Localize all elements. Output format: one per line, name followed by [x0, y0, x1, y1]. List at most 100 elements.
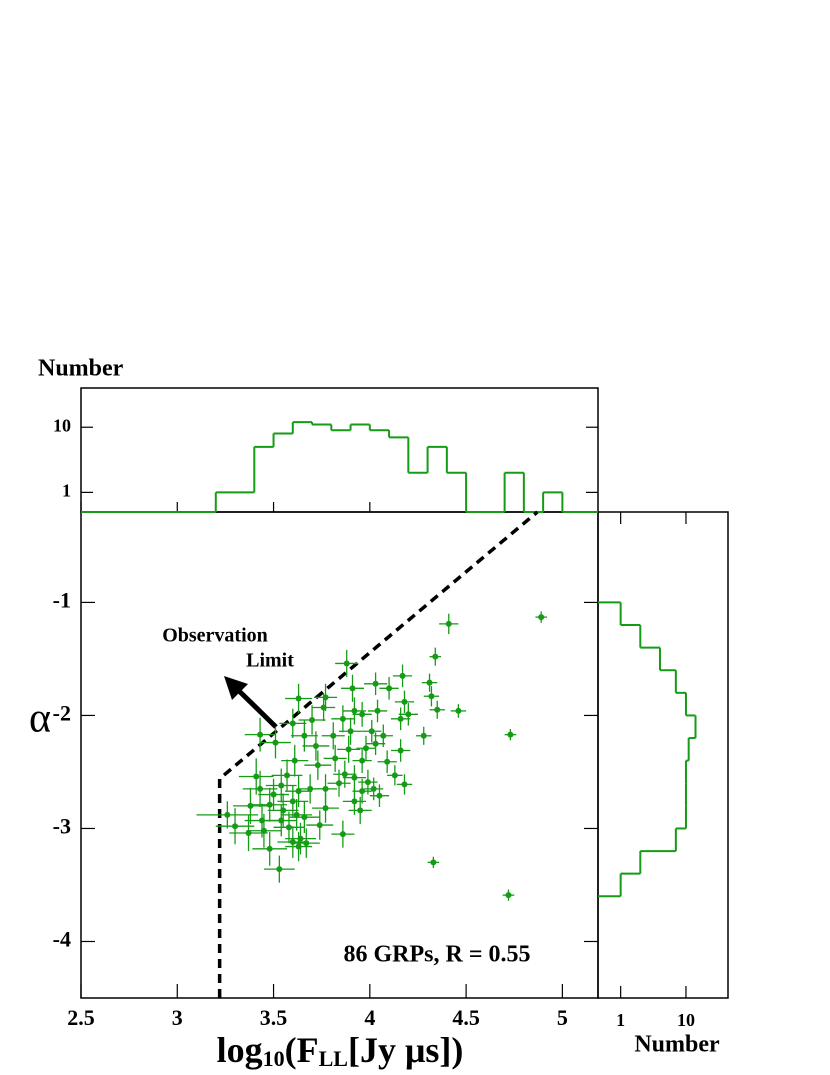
scatter-frame: [80, 511, 599, 999]
point: [314, 762, 321, 769]
top-histogram-ylabel: Number: [38, 356, 124, 382]
point: [345, 746, 352, 753]
point: [391, 772, 398, 779]
point: [351, 798, 358, 805]
x-tick-label: 3.5: [260, 1005, 288, 1030]
point: [351, 774, 358, 781]
y-axis-title: α: [29, 696, 51, 742]
point: [307, 785, 314, 792]
point: [245, 829, 252, 836]
point: [399, 672, 406, 679]
point: [291, 757, 298, 764]
point: [507, 731, 514, 738]
point: [332, 755, 339, 762]
point: [330, 732, 337, 739]
point: [445, 620, 452, 627]
point: [347, 728, 354, 735]
point: [224, 811, 231, 818]
point: [278, 817, 285, 824]
point: [359, 711, 366, 718]
point: [349, 685, 356, 692]
point: [401, 781, 408, 788]
x-axis-title: log10(FLL[Jy μs]): [217, 1030, 464, 1071]
point: [295, 788, 302, 795]
point: [289, 798, 296, 805]
point: [301, 814, 308, 821]
x-tick-label: 10: [677, 1010, 695, 1030]
point: [339, 831, 346, 838]
x-tick-label: 4.5: [452, 1005, 480, 1030]
annotation: Observation: [162, 625, 268, 647]
observation-limit: [217, 510, 539, 998]
x-title-part: log: [217, 1030, 263, 1070]
point: [253, 773, 260, 780]
point: [374, 707, 381, 714]
point: [257, 731, 264, 738]
point: [538, 614, 545, 621]
point: [434, 706, 441, 713]
y-tick-label: -2: [53, 700, 71, 725]
point: [247, 802, 254, 809]
right-histogram-frame: [597, 511, 729, 999]
x-title-part: [Jy μs]): [348, 1030, 463, 1070]
point: [505, 892, 512, 899]
point: [362, 745, 369, 752]
point: [312, 742, 319, 749]
point: [380, 732, 387, 739]
point: [320, 704, 327, 711]
point: [420, 732, 427, 739]
annotation-arrowhead: [224, 676, 248, 700]
point: [455, 707, 462, 714]
point: [386, 685, 393, 692]
point: [278, 782, 285, 789]
point: [289, 720, 296, 727]
point: [276, 866, 283, 873]
x-title-sub: LL: [319, 1046, 348, 1071]
y-tick-label: 10: [53, 415, 71, 435]
point: [397, 715, 404, 722]
point: [401, 698, 408, 705]
point: [372, 680, 379, 687]
point: [322, 805, 329, 812]
point: [309, 716, 316, 723]
annotation-arrow: [234, 686, 278, 729]
point: [364, 779, 371, 786]
point: [336, 780, 343, 787]
right-histogram-xlabel: Number: [634, 1032, 720, 1058]
point: [293, 811, 300, 818]
point: [430, 859, 437, 866]
annotation: Limit: [246, 650, 294, 672]
x-tick-label: 3: [172, 1005, 183, 1030]
x-tick-label: 5: [557, 1005, 568, 1030]
point: [260, 827, 267, 834]
point: [428, 693, 435, 700]
x-title-sub: 10: [263, 1046, 285, 1071]
point: [351, 707, 358, 714]
stats-label: 86 GRPs, R = 0.55: [343, 942, 530, 968]
y-tick-label: -1: [53, 587, 71, 612]
point: [343, 660, 350, 667]
point: [266, 845, 273, 852]
point: [289, 839, 296, 846]
y-tick-label: -3: [53, 814, 71, 839]
point: [370, 785, 377, 792]
point: [284, 772, 291, 779]
x-tick-label: 4: [364, 1005, 375, 1030]
point: [426, 679, 433, 686]
point: [285, 824, 292, 831]
point: [322, 785, 329, 792]
point: [270, 791, 277, 798]
point: [359, 788, 366, 795]
point: [301, 732, 308, 739]
point: [295, 843, 302, 850]
point: [339, 715, 346, 722]
top-histogram-frame: [80, 387, 599, 513]
point: [384, 758, 391, 765]
x-tick-label: 1: [616, 1010, 625, 1030]
x-tick-label: 2.5: [67, 1005, 95, 1030]
point: [341, 771, 348, 778]
point: [359, 757, 366, 764]
point: [432, 653, 439, 660]
point: [303, 840, 310, 847]
